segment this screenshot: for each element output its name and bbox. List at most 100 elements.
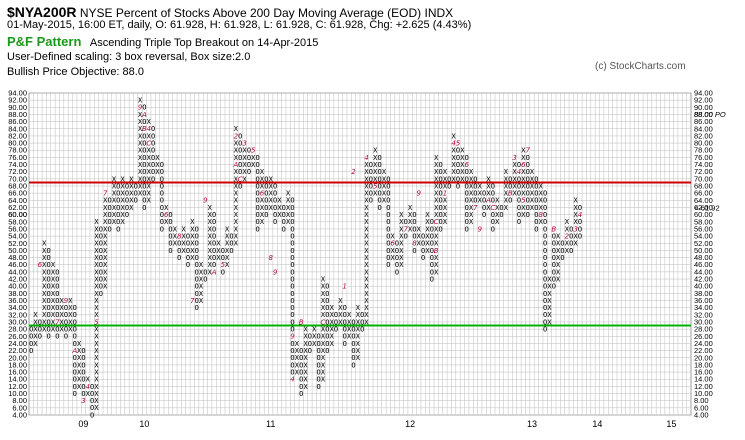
x-box: X [112,175,117,183]
x-box: X [164,218,169,226]
x-box: X [42,326,47,334]
x-box: X [68,326,73,334]
month-marker: C [321,318,326,326]
x-box: X [521,147,526,155]
x-box: X [364,283,369,291]
month-marker-bg [464,161,469,168]
x-box: X [190,254,195,262]
o-box: O [325,318,329,326]
month-marker: A [232,161,238,169]
x-box: X [373,168,378,176]
x-box: X [112,197,117,205]
month-marker-bg [538,211,543,218]
x-box: X [51,326,56,334]
o-box: O [273,211,277,219]
x-box: X [208,247,213,255]
x-box: X [138,132,143,140]
x-box: X [68,304,73,312]
x-box: X [94,297,99,305]
o-box: O [273,204,277,212]
x-box: X [356,318,361,326]
o-box: O [238,182,242,190]
o-box: O [256,197,260,205]
o-box: O [46,290,50,298]
month-marker: 2 [351,168,356,176]
o-box: O [317,340,321,348]
o-box: O [543,304,547,312]
x-box: X [356,311,361,319]
x-box: X [434,175,439,183]
x-box: X [138,147,143,155]
o-box: O [517,197,521,205]
o-box: O [473,190,477,198]
symbol-label: $NYA200R [7,4,77,20]
o-box: O [195,283,199,291]
o-box: O [317,376,321,384]
x-box: X [539,190,544,198]
x-box: X [417,225,422,233]
o-box: O [186,233,190,241]
o-box: O [142,161,146,169]
x-box: X [338,297,343,305]
x-box: X [495,204,500,212]
o-box: O [107,225,111,233]
o-box: O [247,147,251,155]
o-box: O [38,326,42,334]
x-box: X [452,132,457,140]
month-marker: 8 [412,240,417,248]
x-year-label: 15 [666,419,676,429]
o-box: O [81,354,85,362]
o-box: O [195,261,199,269]
x-box: X [452,154,457,162]
x-box: X [434,254,439,262]
x-box: X [513,161,518,169]
x-box: X [260,218,265,226]
y-tick-label-left: 82.00 [8,131,27,140]
x-box: X [103,275,108,283]
symbol-description: NYSE Percent of Stocks Above 200 Day Mov… [79,6,454,20]
month-marker-bg [64,297,68,304]
month-marker: 4 [290,376,294,384]
x-box: X [60,318,65,326]
o-box: O [578,204,582,212]
month-marker-bg [268,254,273,261]
y-tick-label-left: 62.00 [8,203,27,212]
o-box: O [438,175,442,183]
o-box: O [290,240,294,248]
o-box: O [543,318,547,326]
y-tick-label-right: 72.00 [694,167,713,176]
o-box: O [465,211,469,219]
scaling-line: User-Defined scaling: 3 box reversal, Bo… [7,51,251,63]
month-marker: 7 [473,204,478,212]
x-box: X [286,190,291,198]
o-box: O [221,247,225,255]
month-marker: 3 [512,154,516,162]
x-box: X [295,354,300,362]
o-box: O [46,318,50,326]
o-box: O [195,254,199,262]
month-marker: C [146,139,151,147]
o-box: O [543,290,547,298]
o-box: O [177,247,181,255]
y-tick-label-right: 32.00 [694,310,713,319]
x-box: X [129,190,134,198]
y-tick-label-right: 56.00 [694,224,713,233]
o-box: O [73,354,77,362]
o-box: O [377,190,381,198]
o-box: O [377,161,381,169]
x-box: X [391,233,396,241]
y-tick-label-left: 28.00 [8,325,27,334]
x-box: X [539,182,544,190]
x-box: X [364,175,369,183]
y-tick-label-left: 92.00 [8,96,27,105]
o-box: O [290,347,294,355]
o-box: O [569,233,573,241]
x-box: X [77,376,82,384]
x-box: X [556,275,561,283]
o-box: O [99,261,103,269]
o-box: O [386,204,390,212]
y-tick-label-left: 12.00 [8,382,27,391]
o-box: O [238,154,242,162]
x-box: X [338,318,343,326]
